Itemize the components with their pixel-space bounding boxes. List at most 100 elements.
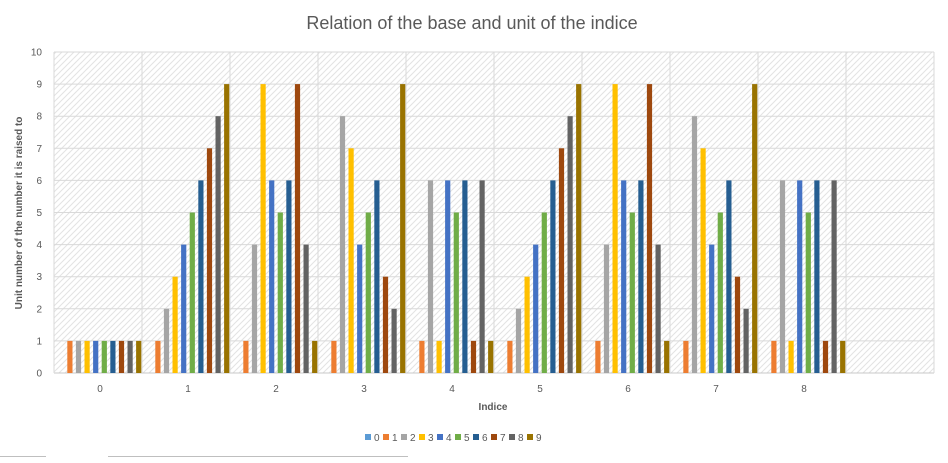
bar bbox=[118, 340, 125, 373]
x-tick-label: 1 bbox=[185, 384, 191, 395]
y-axis-label: Unit number of the number it is raised t… bbox=[14, 117, 25, 310]
bar bbox=[294, 84, 301, 373]
bar bbox=[655, 244, 661, 373]
legend-label: 3 bbox=[428, 433, 434, 444]
bar bbox=[788, 340, 794, 373]
bar bbox=[427, 180, 434, 373]
bar bbox=[462, 180, 468, 373]
legend-label: 8 bbox=[518, 433, 524, 444]
chart-title: Relation of the base and unit of the ind… bbox=[306, 13, 637, 33]
bar bbox=[251, 244, 258, 373]
bar bbox=[391, 308, 397, 373]
bar bbox=[621, 180, 627, 373]
divider-right bbox=[108, 456, 408, 457]
y-axis-ticks: 0 1 2 3 4 5 6 7 8 9 10 bbox=[31, 48, 43, 380]
bar bbox=[419, 340, 425, 373]
bar bbox=[488, 340, 494, 373]
bar bbox=[470, 340, 477, 373]
bar bbox=[541, 212, 547, 373]
bar bbox=[646, 84, 653, 373]
bar bbox=[507, 340, 513, 373]
bar bbox=[805, 212, 811, 373]
legend-label: 1 bbox=[392, 433, 398, 444]
bar bbox=[638, 180, 644, 373]
legend-swatch bbox=[491, 434, 497, 440]
y-tick-label: 1 bbox=[36, 336, 42, 347]
bar bbox=[189, 212, 195, 373]
bar bbox=[357, 244, 363, 373]
legend-swatch bbox=[383, 434, 389, 440]
x-tick-label: 4 bbox=[449, 384, 455, 395]
bar bbox=[515, 308, 522, 373]
bar bbox=[709, 244, 715, 373]
legend-label: 0 bbox=[374, 433, 380, 444]
bar bbox=[110, 340, 116, 373]
bar bbox=[726, 180, 732, 373]
bar bbox=[93, 340, 99, 373]
bar bbox=[312, 340, 318, 373]
x-axis-label: Indice bbox=[479, 402, 508, 413]
x-tick-label: 3 bbox=[361, 384, 367, 395]
y-tick-label: 8 bbox=[36, 112, 42, 123]
legend-label: 5 bbox=[464, 433, 470, 444]
x-tick-label: 7 bbox=[713, 384, 719, 395]
bar bbox=[558, 148, 565, 373]
bar bbox=[155, 340, 161, 373]
legend-swatch bbox=[473, 434, 479, 440]
bar bbox=[374, 180, 380, 373]
bar bbox=[550, 180, 556, 373]
bar bbox=[172, 276, 178, 373]
bar bbox=[700, 148, 706, 373]
bar bbox=[664, 340, 670, 373]
legend-label: 2 bbox=[410, 433, 416, 444]
bar bbox=[752, 84, 758, 373]
bar bbox=[734, 276, 741, 373]
bar bbox=[84, 340, 90, 373]
legend-swatch bbox=[419, 434, 425, 440]
legend-label: 4 bbox=[446, 433, 452, 444]
bar bbox=[127, 340, 133, 373]
x-tick-label: 6 bbox=[625, 384, 631, 395]
bar bbox=[163, 308, 170, 373]
y-tick-label: 0 bbox=[36, 369, 42, 380]
y-tick-label: 9 bbox=[36, 80, 42, 91]
bar bbox=[453, 212, 459, 373]
bar bbox=[101, 340, 107, 373]
y-tick-label: 7 bbox=[36, 144, 42, 155]
bar bbox=[224, 84, 230, 373]
bar bbox=[382, 276, 389, 373]
legend-swatch bbox=[509, 434, 515, 440]
y-tick-label: 4 bbox=[36, 240, 42, 251]
x-axis-ticks: 0 1 2 3 4 5 6 7 8 bbox=[97, 384, 807, 395]
y-tick-label: 10 bbox=[31, 48, 43, 59]
bar bbox=[533, 244, 539, 373]
legend-swatch bbox=[401, 434, 407, 440]
bar bbox=[269, 180, 275, 373]
bar bbox=[348, 148, 354, 373]
bar bbox=[136, 340, 142, 373]
y-tick-label: 2 bbox=[36, 304, 42, 315]
bar bbox=[822, 340, 829, 373]
bar bbox=[771, 340, 777, 373]
bar bbox=[814, 180, 820, 373]
bar bbox=[603, 244, 610, 373]
bar bbox=[524, 276, 530, 373]
bar bbox=[595, 340, 601, 373]
legend-swatch bbox=[527, 434, 533, 440]
bar bbox=[67, 340, 73, 373]
bars bbox=[67, 84, 846, 373]
legend: 0 1 2 3 4 5 6 7 8 9 bbox=[365, 433, 542, 444]
bar bbox=[365, 212, 371, 373]
x-tick-label: 2 bbox=[273, 384, 279, 395]
y-tick-label: 3 bbox=[36, 272, 42, 283]
legend-swatch bbox=[437, 434, 443, 440]
bar bbox=[339, 116, 346, 373]
bar bbox=[629, 212, 635, 373]
bar bbox=[797, 180, 803, 373]
divider-left bbox=[0, 456, 46, 457]
bar bbox=[691, 116, 698, 373]
bar bbox=[831, 180, 837, 373]
bar bbox=[479, 180, 485, 373]
bar bbox=[436, 340, 442, 373]
